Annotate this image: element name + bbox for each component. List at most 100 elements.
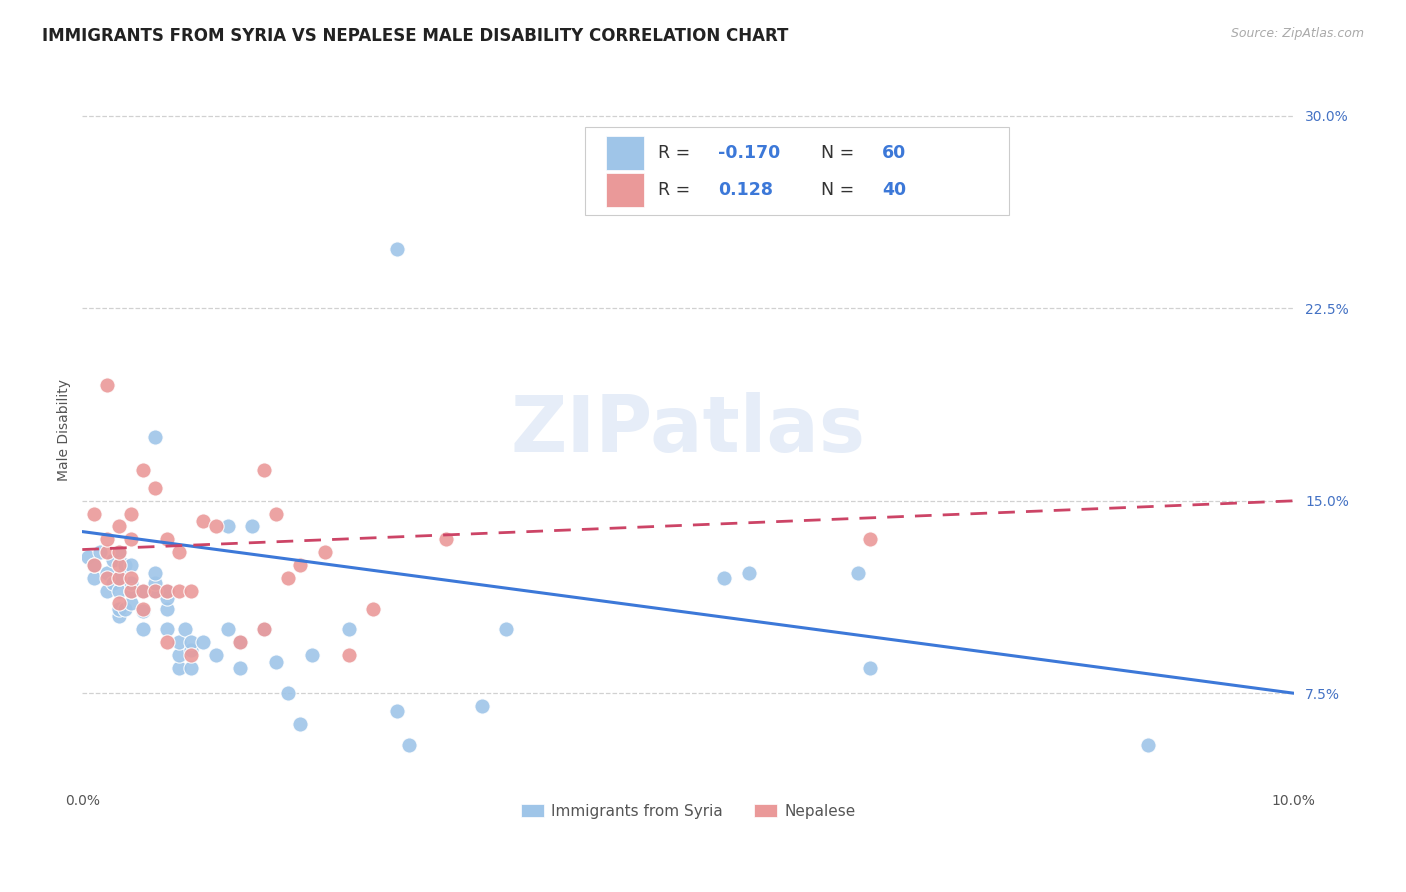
Point <box>167 635 190 649</box>
Point <box>132 583 155 598</box>
Text: -0.170: -0.170 <box>718 144 780 162</box>
Point <box>120 596 142 610</box>
Point <box>143 575 166 590</box>
Point <box>132 604 155 618</box>
Point <box>114 558 136 572</box>
Point <box>1137 738 1160 752</box>
Point <box>217 622 239 636</box>
Point <box>253 463 276 477</box>
Point <box>89 545 111 559</box>
Point <box>167 545 190 559</box>
Point <box>495 622 517 636</box>
Point <box>859 660 882 674</box>
Point <box>120 575 142 590</box>
Point <box>277 571 299 585</box>
Point <box>193 514 215 528</box>
Point <box>337 622 360 636</box>
Point <box>180 660 202 674</box>
Point <box>264 507 287 521</box>
Point <box>167 648 190 662</box>
Point <box>217 519 239 533</box>
Legend: Immigrants from Syria, Nepalese: Immigrants from Syria, Nepalese <box>515 797 862 825</box>
Bar <box>606 173 644 207</box>
Point <box>143 583 166 598</box>
Point <box>156 622 179 636</box>
Point <box>471 699 494 714</box>
Point <box>101 553 124 567</box>
Point <box>713 571 735 585</box>
Point <box>167 660 190 674</box>
Point <box>132 601 155 615</box>
Text: ZIPatlas: ZIPatlas <box>510 392 866 468</box>
Text: 40: 40 <box>882 181 905 199</box>
Point <box>156 583 179 598</box>
Point <box>101 575 124 590</box>
Point <box>143 583 166 598</box>
Point <box>229 635 252 649</box>
Point <box>859 533 882 547</box>
Point <box>156 601 179 615</box>
Point <box>107 596 129 610</box>
Point <box>120 583 142 598</box>
Point <box>290 558 312 572</box>
Point <box>156 591 179 606</box>
Point <box>434 533 457 547</box>
Text: R =: R = <box>658 144 696 162</box>
Y-axis label: Male Disability: Male Disability <box>58 379 72 482</box>
FancyBboxPatch shape <box>585 127 1010 215</box>
Point <box>132 622 155 636</box>
Point <box>156 635 179 649</box>
Point <box>120 558 142 572</box>
Text: 0.128: 0.128 <box>718 181 773 199</box>
Point <box>193 635 215 649</box>
Point <box>83 558 105 572</box>
Bar <box>606 136 644 169</box>
Point <box>253 622 276 636</box>
Point <box>107 519 129 533</box>
Point <box>143 430 166 444</box>
Point <box>96 571 118 585</box>
Point <box>156 533 179 547</box>
Point <box>174 622 197 636</box>
Point <box>301 648 323 662</box>
Point <box>96 533 118 547</box>
Point <box>83 558 105 572</box>
Point <box>229 660 252 674</box>
Text: R =: R = <box>658 181 696 199</box>
Point <box>83 571 105 585</box>
Point <box>180 583 202 598</box>
Point <box>120 507 142 521</box>
Point <box>96 566 118 580</box>
Point <box>737 566 759 580</box>
Point <box>83 507 105 521</box>
Point <box>229 635 252 649</box>
Point <box>240 519 263 533</box>
Point <box>846 566 869 580</box>
Point <box>120 583 142 598</box>
Point <box>107 609 129 624</box>
Point <box>361 601 384 615</box>
Point <box>107 571 129 585</box>
Point <box>107 571 129 585</box>
Text: 60: 60 <box>882 144 905 162</box>
Point <box>290 717 312 731</box>
Text: N =: N = <box>821 144 860 162</box>
Text: Source: ZipAtlas.com: Source: ZipAtlas.com <box>1230 27 1364 40</box>
Point <box>180 642 202 657</box>
Point <box>96 583 118 598</box>
Point <box>204 648 226 662</box>
Point <box>107 545 129 559</box>
Point <box>107 601 129 615</box>
Point <box>180 635 202 649</box>
Point <box>387 243 409 257</box>
Point <box>143 566 166 580</box>
Point <box>264 656 287 670</box>
Point <box>107 558 129 572</box>
Point <box>96 378 118 392</box>
Point <box>107 583 129 598</box>
Point <box>180 648 202 662</box>
Point <box>77 550 100 565</box>
Point <box>132 583 155 598</box>
Point <box>120 571 142 585</box>
Point <box>156 583 179 598</box>
